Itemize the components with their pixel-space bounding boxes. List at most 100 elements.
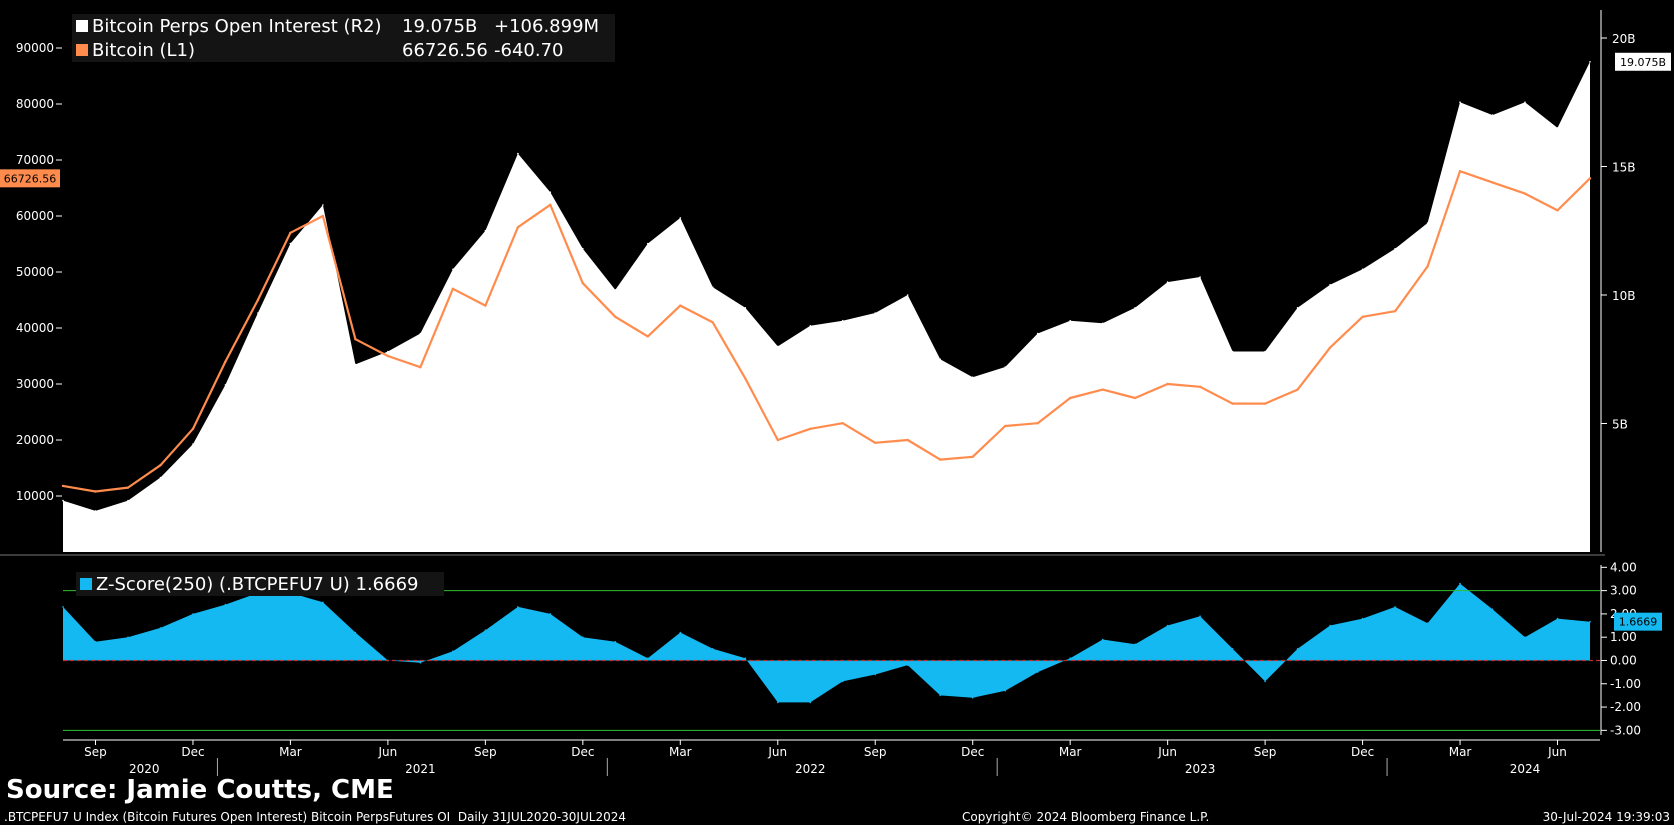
- zscore-point: [777, 701, 779, 704]
- zscore-point: [549, 613, 552, 615]
- zscore-point: [1361, 617, 1364, 620]
- btc-point: [1133, 396, 1137, 400]
- x-month-label: Jun: [378, 745, 398, 759]
- btc-point: [1166, 382, 1169, 386]
- footer-right: 30-Jul-2024 19:39:03: [1542, 810, 1670, 824]
- oi-point: [1166, 281, 1169, 283]
- oi-point: [127, 499, 129, 502]
- zscore-point: [971, 696, 974, 699]
- oi-point: [484, 229, 487, 232]
- open-interest-last-label: 19.075B: [1620, 56, 1666, 69]
- x-year-label: 2023: [1185, 762, 1216, 776]
- oi-point: [647, 242, 649, 245]
- btc-point: [971, 455, 974, 458]
- x-axis: Sep Dec Mar Jun Sep Dec Mar Jun Sep Dec Mar Jun Sep D…: [63, 739, 1600, 776]
- zscore-last-label: 1.6669: [1619, 616, 1658, 629]
- btc-point: [1231, 402, 1234, 405]
- left-axis-tick: 50000: [16, 265, 54, 279]
- zscore-point: [1589, 620, 1591, 623]
- btc-point: [1491, 181, 1494, 184]
- x-month-label: Mar: [1059, 745, 1082, 759]
- x-month-label: Jun: [1157, 745, 1177, 759]
- oi-point: [1556, 127, 1559, 129]
- btc-point: [1426, 265, 1429, 268]
- left-axis-tick: 20000: [16, 433, 54, 447]
- zscore-last-badge: [1614, 612, 1662, 631]
- oi-point: [159, 476, 162, 479]
- zscore-point: [224, 603, 227, 606]
- zscore-point: [874, 673, 876, 676]
- legend-value-bitcoin: 66726.56: [402, 39, 488, 61]
- zscore-point: [1036, 671, 1039, 673]
- btc-point: [1263, 402, 1267, 405]
- btc-point: [1198, 385, 1202, 388]
- btc-point: [1328, 346, 1332, 349]
- btc-point: [1101, 388, 1104, 391]
- zscore-point: [1524, 636, 1526, 638]
- legend-label-open-interest: Bitcoin Perps Open Interest (R2): [92, 15, 382, 37]
- btc-point: [614, 315, 617, 318]
- oi-point: [322, 204, 324, 206]
- oi-point: [971, 376, 974, 379]
- btc-point: [1588, 177, 1592, 180]
- oi-point: [1589, 61, 1591, 63]
- btc-point: [581, 282, 584, 285]
- x-year-label: 2021: [405, 762, 436, 776]
- btc-point: [1458, 170, 1462, 173]
- legend-row-bitcoin: Bitcoin (L1) 66726.56 -640.70: [76, 38, 611, 62]
- legend-change-bitcoin: -640.70: [494, 39, 564, 61]
- oi-point: [192, 443, 194, 445]
- zscore-point: [1101, 638, 1104, 641]
- oi-point: [614, 289, 617, 291]
- source-caption: Source: Jamie Coutts, CME: [6, 775, 394, 805]
- zscore-point: [1491, 608, 1494, 610]
- zscore-point: [1296, 648, 1299, 650]
- zscore-point: [419, 662, 422, 664]
- oi-point: [549, 191, 552, 193]
- x-month-label: Dec: [181, 745, 204, 759]
- oi-point: [1101, 322, 1104, 325]
- x-year-label: 2020: [129, 762, 160, 776]
- btc-point: [256, 298, 260, 302]
- left-axis-tick: 30000: [16, 377, 54, 391]
- oi-point: [1134, 307, 1136, 309]
- oi-point: [1004, 366, 1006, 368]
- series-line-bitcoin: [62, 170, 1591, 493]
- zscore-point: [679, 631, 682, 634]
- oi-point: [354, 363, 357, 366]
- footer-left: .BTCPEFU7 U Index (Bitcoin Futures Open …: [4, 810, 626, 824]
- btc-point: [386, 354, 390, 358]
- btc-point: [1069, 396, 1072, 400]
- zscore-point: [939, 694, 941, 697]
- oi-point: [1361, 268, 1364, 271]
- zscore-tick: 1.00: [1610, 630, 1637, 644]
- zscore-point: [841, 680, 844, 683]
- btc-point: [289, 231, 292, 234]
- zscore-point: [484, 629, 487, 631]
- btc-point: [1393, 310, 1397, 313]
- btc-point: [159, 464, 162, 467]
- btc-point: [1523, 192, 1527, 195]
- zscore-tick: -2.00: [1610, 700, 1641, 714]
- oi-point: [939, 358, 941, 361]
- oi-point: [419, 332, 422, 335]
- x-month-label: Sep: [474, 745, 497, 759]
- btc-point: [1004, 424, 1007, 428]
- left-axis-tick: 70000: [16, 153, 54, 167]
- zscore-point: [1004, 690, 1006, 692]
- zscore-point: [1329, 624, 1331, 627]
- zscore-point: [517, 606, 519, 608]
- oi-point: [1524, 101, 1526, 103]
- zscore-point: [1264, 680, 1266, 683]
- btc-point: [126, 486, 130, 489]
- legend-label-zscore: Z-Score(250) (.BTCPEFU7 U) 1.6669: [96, 573, 419, 595]
- oi-point: [809, 325, 812, 327]
- zscore-point: [1199, 615, 1201, 617]
- zscore-point: [322, 601, 324, 604]
- zscore-point: [159, 627, 162, 629]
- bottom-legend: Z-Score(250) (.BTCPEFU7 U) 1.6669: [76, 572, 444, 596]
- btc-point: [516, 226, 520, 229]
- oi-point: [62, 499, 64, 502]
- legend-swatch-bitcoin: [76, 44, 88, 56]
